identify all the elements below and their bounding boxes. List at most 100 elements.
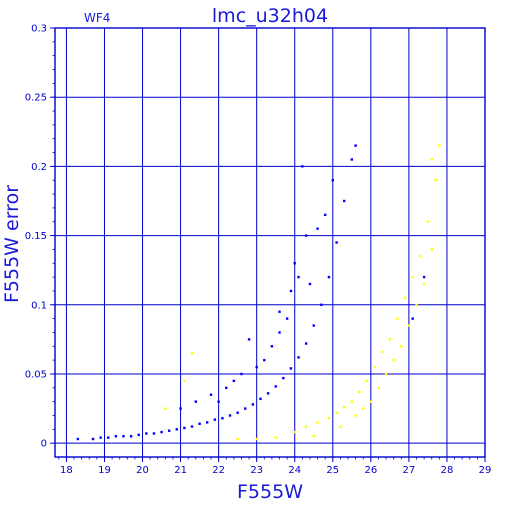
data-point (282, 376, 285, 380)
data-point (411, 275, 414, 279)
data-point (396, 317, 399, 320)
data-point (236, 437, 239, 441)
data-point (152, 432, 156, 435)
x-tick-label: 28 (441, 465, 454, 476)
data-point (422, 275, 426, 279)
data-point (320, 303, 323, 306)
x-tick-label: 27 (403, 465, 416, 476)
plot-frame (54, 27, 486, 458)
data-point (99, 436, 102, 439)
data-point (270, 345, 274, 348)
data-point (206, 421, 209, 424)
y-axis-title: F555W error (1, 185, 23, 303)
data-point (179, 407, 182, 410)
x-tick-label: 19 (98, 465, 111, 476)
data-point (167, 429, 171, 432)
data-point (419, 255, 422, 258)
data-point (426, 220, 430, 223)
data-point (422, 282, 426, 286)
data-point (278, 310, 281, 313)
data-point (129, 435, 133, 438)
data-point (384, 372, 388, 376)
data-point (312, 324, 315, 327)
x-axis-ticks: 18 19 20 21 22 23 24 25 26 27 28 29 (58, 457, 492, 476)
data-point (392, 358, 395, 362)
data-point (209, 393, 213, 396)
data-point (232, 379, 236, 383)
data-point (293, 430, 296, 434)
data-point (213, 418, 217, 421)
data-point (190, 352, 194, 355)
data-point (343, 405, 346, 409)
data-point (316, 227, 319, 230)
x-tick-label: 23 (250, 465, 263, 476)
data-point (301, 165, 304, 168)
data-point (183, 379, 186, 383)
data-point (304, 342, 308, 345)
data-point (244, 407, 247, 410)
blue-point-series (76, 144, 426, 441)
data-point (266, 392, 270, 395)
data-point (160, 430, 163, 434)
data-point (323, 213, 327, 217)
data-point (373, 365, 376, 369)
data-point (411, 317, 414, 320)
data-point (236, 411, 239, 414)
data-point (400, 345, 403, 348)
data-point (297, 356, 300, 359)
data-point (255, 365, 258, 369)
data-point (388, 338, 392, 341)
data-point (297, 275, 300, 279)
data-point (228, 414, 232, 417)
data-point (415, 303, 418, 306)
data-point (362, 407, 365, 410)
data-point (217, 400, 220, 403)
data-point (365, 379, 369, 383)
data-point (76, 437, 80, 441)
y-tick-label: 0.15 (25, 231, 47, 242)
data-point (145, 432, 148, 435)
data-point (137, 433, 140, 437)
y-tick-label: 0.1 (31, 300, 47, 311)
data-point (289, 289, 293, 293)
data-point (343, 199, 346, 203)
data-point (183, 426, 186, 430)
data-point (225, 386, 228, 390)
y-tick-label: 0.05 (25, 369, 47, 380)
data-point (221, 417, 224, 420)
data-point (285, 317, 289, 320)
data-point (308, 282, 312, 286)
data-point (278, 331, 281, 334)
data-point (430, 248, 433, 251)
data-point (293, 262, 296, 265)
data-point (304, 425, 308, 428)
data-point (190, 425, 194, 428)
y-tick-label: 0.25 (25, 93, 47, 104)
data-point (247, 338, 251, 341)
data-points (76, 144, 441, 441)
x-axis-title: F555W (237, 481, 303, 503)
data-point (403, 296, 407, 300)
x-tick-label: 26 (364, 465, 377, 476)
data-point (91, 437, 95, 441)
x-tick-label: 22 (212, 465, 225, 476)
data-point (438, 144, 441, 147)
x-tick-label: 18 (60, 465, 73, 476)
data-point (331, 179, 334, 182)
x-tick-label: 25 (326, 465, 339, 476)
data-point (175, 428, 178, 431)
data-point (240, 372, 243, 376)
x-tick-label: 29 (479, 465, 492, 476)
data-point (316, 421, 319, 424)
y-tick-label: 0.3 (31, 24, 47, 35)
y-tick-label: 0 (41, 439, 47, 450)
data-point (369, 400, 373, 403)
yellow-point-series (164, 144, 441, 441)
data-point (327, 417, 331, 420)
data-point (335, 241, 338, 244)
data-point (114, 435, 118, 438)
data-point (350, 400, 354, 403)
data-point (354, 414, 357, 417)
chart-title: lmc_u32h04 (212, 5, 328, 27)
